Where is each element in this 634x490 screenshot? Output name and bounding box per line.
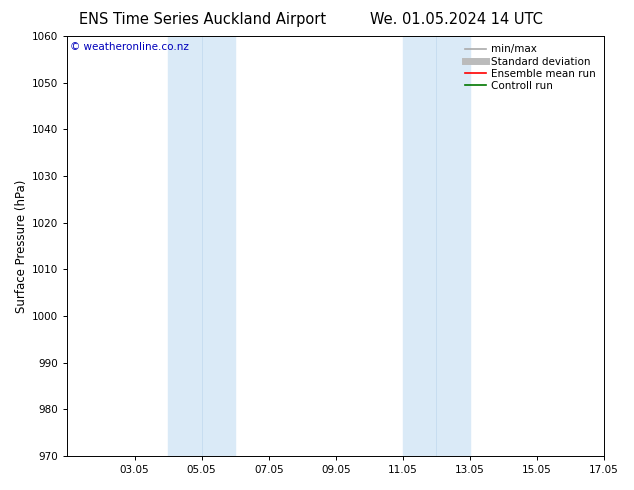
Y-axis label: Surface Pressure (hPa): Surface Pressure (hPa) (15, 179, 28, 313)
Text: © weatheronline.co.nz: © weatheronline.co.nz (70, 43, 189, 52)
Bar (168, 36, 235, 456)
Text: ENS Time Series Auckland Airport: ENS Time Series Auckland Airport (79, 12, 327, 27)
Legend: min/max, Standard deviation, Ensemble mean run, Controll run: min/max, Standard deviation, Ensemble me… (462, 41, 599, 94)
Text: We. 01.05.2024 14 UTC: We. 01.05.2024 14 UTC (370, 12, 543, 27)
Bar (403, 36, 470, 456)
